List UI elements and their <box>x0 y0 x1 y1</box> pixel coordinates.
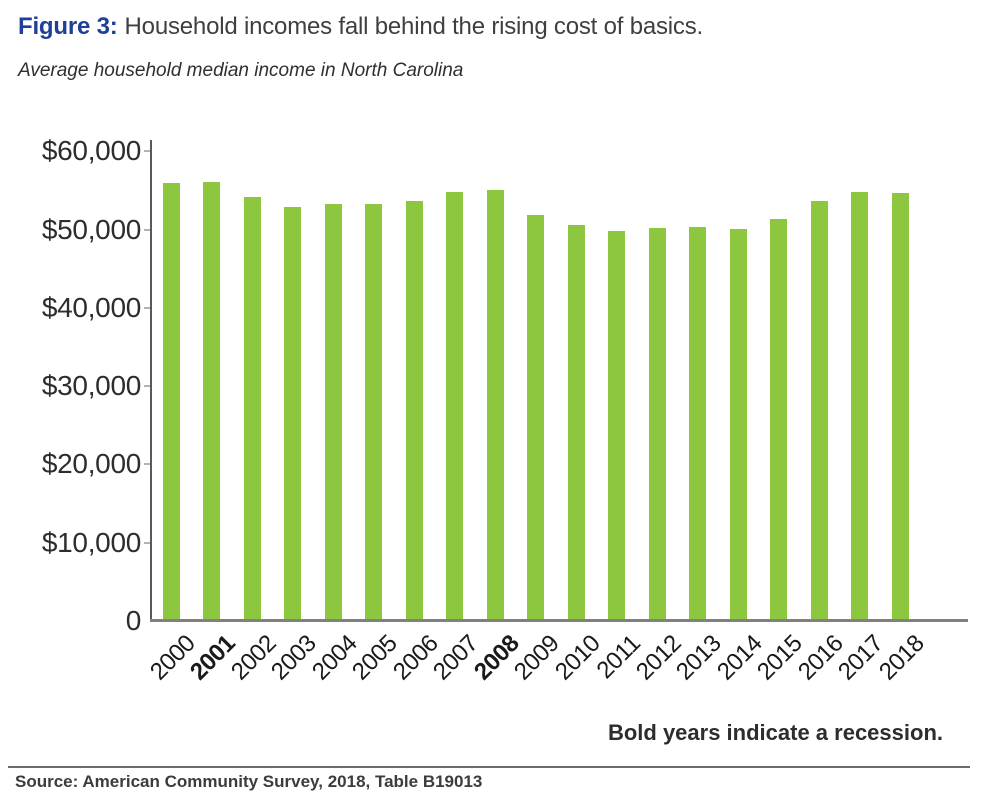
x-axis-tick-label: 2018 <box>873 630 930 686</box>
figure-title-text: Household incomes fall behind the rising… <box>124 13 704 40</box>
figure-title-line: Figure 3: Household incomes fall behind t… <box>18 12 703 42</box>
bar-2017 <box>851 191 868 621</box>
bar-2000 <box>162 182 180 621</box>
y-axis-tick-mark <box>144 385 150 388</box>
bar-2015 <box>770 219 787 621</box>
y-axis-tick-label: $30,000 <box>41 370 141 402</box>
bar-2018 <box>891 193 909 621</box>
recession-note: Bold years indicate a recession. <box>607 720 943 745</box>
bar-2012 <box>648 227 666 621</box>
x-axis-line <box>150 619 968 622</box>
y-axis-tick-label: $50,000 <box>41 213 141 245</box>
y-axis-tick-label: $20,000 <box>41 448 141 480</box>
chart-subtitle: Average household median income in North… <box>18 60 464 81</box>
bar-2016 <box>810 201 828 621</box>
y-axis-tick-mark <box>144 463 150 466</box>
y-axis-tick-label: $60,000 <box>41 135 141 167</box>
figure-number-label: Figure 3: <box>18 13 118 40</box>
y-axis-tick-label: $10,000 <box>41 526 141 558</box>
bar-2009 <box>527 215 544 621</box>
bar-2010 <box>567 224 585 621</box>
bar-2011 <box>608 231 625 621</box>
bar-2003 <box>284 206 301 621</box>
bar-2013 <box>689 227 706 621</box>
bar-2008 <box>486 189 504 621</box>
bar-2006 <box>405 200 423 621</box>
y-axis-tick-mark <box>144 541 150 544</box>
y-axis-tick-label: 0 <box>125 605 142 636</box>
bar-2004 <box>324 203 342 621</box>
source-divider <box>8 766 970 768</box>
y-axis-tick-label: $40,000 <box>41 291 141 323</box>
y-axis-tick-mark <box>144 306 150 309</box>
bar-2007 <box>446 191 463 621</box>
bar-2005 <box>365 204 382 621</box>
y-axis-tick-mark <box>144 228 150 231</box>
y-axis-line <box>150 140 152 621</box>
bar-2002 <box>243 197 261 621</box>
source-text: Source: American Community Survey, 2018,… <box>15 772 483 791</box>
bar-2001 <box>203 181 220 621</box>
bar-2014 <box>729 228 747 621</box>
y-axis-tick-mark <box>144 150 150 153</box>
